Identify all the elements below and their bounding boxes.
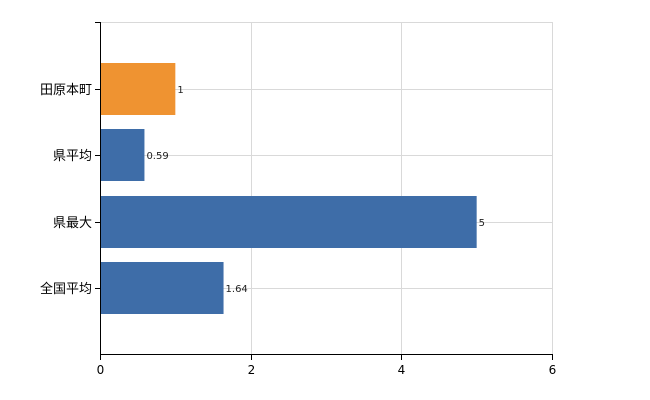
bar <box>101 129 145 181</box>
x-tick-label: 0 <box>97 363 105 377</box>
axes <box>100 22 552 355</box>
x-tick-label: 6 <box>549 363 557 377</box>
bar <box>101 262 224 314</box>
x-axis-ticks: 0 2 4 6 <box>97 354 557 377</box>
data-labels: 1 0.59 5 1.64 <box>146 85 485 295</box>
data-label: 5 <box>479 218 485 229</box>
bar <box>101 63 176 115</box>
data-label: 1.64 <box>226 284 248 295</box>
x-tick-label: 4 <box>398 363 406 377</box>
bar <box>101 196 477 248</box>
y-tick-label: 県平均 <box>53 149 92 164</box>
data-label: 1 <box>177 85 183 96</box>
bars <box>101 63 477 314</box>
data-label: 0.59 <box>146 151 168 162</box>
y-tick-label: 田原本町 <box>40 83 92 98</box>
y-tick-label: 全国平均 <box>40 281 92 297</box>
x-tick-label: 2 <box>248 363 256 377</box>
y-tick-label: 県最大 <box>53 216 92 231</box>
